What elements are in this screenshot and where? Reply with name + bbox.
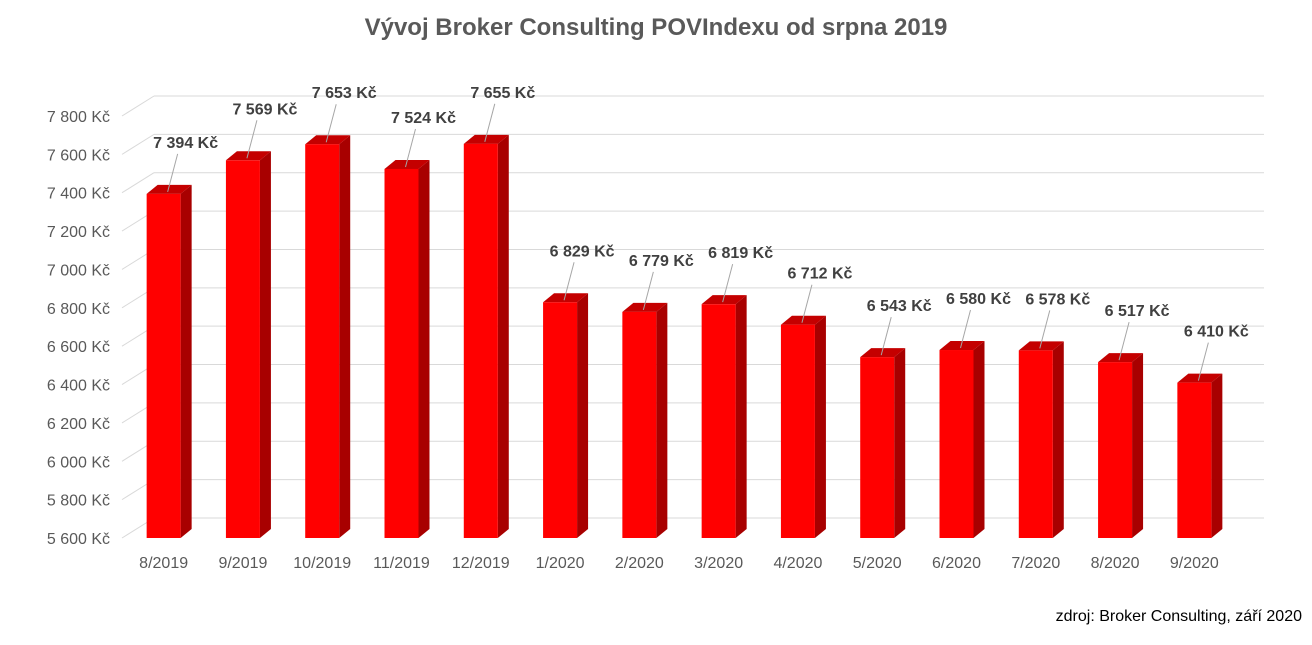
- data-label: 7 394 Kč: [153, 135, 218, 152]
- data-label: 6 829 Kč: [550, 243, 615, 260]
- x-tick-label: 4/2020: [773, 555, 822, 572]
- bar: [464, 144, 498, 538]
- x-tick-label: 7/2020: [1011, 555, 1060, 572]
- bar: [1177, 383, 1211, 538]
- bar: [543, 302, 577, 538]
- data-label: 6 712 Kč: [787, 266, 852, 283]
- bar: [860, 357, 894, 538]
- y-tick-label: 5 800 Kč: [47, 493, 110, 510]
- gridline-depth: [122, 173, 154, 193]
- bar-side: [260, 151, 271, 538]
- x-tick-label: 9/2020: [1170, 555, 1219, 572]
- x-tick-label: 12/2019: [452, 555, 510, 572]
- gridline-depth: [122, 96, 154, 116]
- source-note: zdroj: Broker Consulting, září 2020: [1056, 608, 1302, 626]
- bar-side: [419, 160, 430, 538]
- bar: [226, 160, 260, 538]
- bar-side: [577, 293, 588, 538]
- data-label: 6 543 Kč: [867, 298, 932, 315]
- data-label: 7 569 Kč: [232, 101, 297, 118]
- x-tick-label: 10/2019: [293, 555, 351, 572]
- y-tick-label: 5 600 Kč: [47, 531, 110, 548]
- x-tick-label: 3/2020: [694, 555, 743, 572]
- x-tick-label: 1/2020: [536, 555, 585, 572]
- data-label: 7 653 Kč: [312, 85, 377, 102]
- x-tick-label: 6/2020: [932, 555, 981, 572]
- bar: [1098, 362, 1132, 538]
- y-tick-label: 6 600 Kč: [47, 339, 110, 356]
- data-label: 7 524 Kč: [391, 110, 456, 127]
- data-label: 6 819 Kč: [708, 245, 773, 262]
- y-tick-label: 7 400 Kč: [47, 186, 110, 203]
- y-tick-label: 6 200 Kč: [47, 416, 110, 433]
- bar-side: [894, 348, 905, 538]
- x-tick-label: 8/2019: [139, 555, 188, 572]
- bar-side: [1132, 353, 1143, 538]
- bar: [147, 194, 181, 538]
- bar-side: [736, 295, 747, 538]
- bar-side: [656, 303, 667, 538]
- data-label: 6 410 Kč: [1184, 324, 1249, 341]
- data-label: 6 517 Kč: [1105, 303, 1170, 320]
- data-label: 6 580 Kč: [946, 291, 1011, 308]
- bar: [781, 325, 815, 538]
- x-tick-label: 8/2020: [1091, 555, 1140, 572]
- bar-side: [339, 135, 350, 538]
- x-tick-label: 11/2019: [373, 555, 430, 572]
- bar-side: [815, 316, 826, 538]
- bar-side: [498, 135, 509, 538]
- y-tick-label: 6 000 Kč: [47, 454, 110, 471]
- bar: [702, 304, 736, 538]
- data-label: 7 655 Kč: [470, 85, 535, 102]
- data-label: 6 779 Kč: [629, 253, 694, 270]
- x-tick-label: 5/2020: [853, 555, 902, 572]
- bar-side: [974, 341, 985, 538]
- gridline-depth: [122, 134, 154, 154]
- bar: [1019, 350, 1053, 538]
- y-tick-label: 6 800 Kč: [47, 301, 110, 318]
- bar-side: [181, 185, 192, 538]
- bar-side: [1053, 341, 1064, 538]
- bar-side: [1211, 374, 1222, 538]
- y-tick-label: 7 800 Kč: [47, 109, 110, 126]
- x-tick-label: 2/2020: [615, 555, 664, 572]
- y-tick-label: 7 200 Kč: [47, 224, 110, 241]
- bar: [385, 169, 419, 538]
- bar: [940, 350, 974, 538]
- bar: [305, 144, 339, 538]
- y-tick-label: 7 000 Kč: [47, 262, 110, 279]
- y-tick-label: 7 600 Kč: [47, 147, 110, 164]
- y-tick-label: 6 400 Kč: [47, 378, 110, 395]
- bar: [622, 312, 656, 538]
- data-label: 6 578 Kč: [1025, 291, 1090, 308]
- x-tick-label: 9/2019: [218, 555, 267, 572]
